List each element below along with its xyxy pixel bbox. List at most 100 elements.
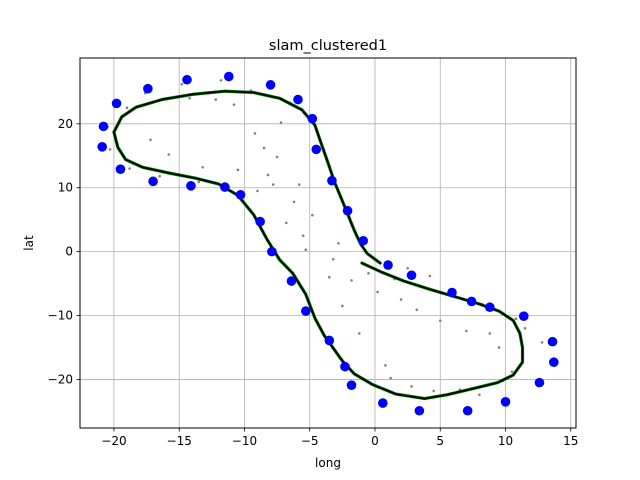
observation-point: [358, 332, 361, 335]
landmark-point: [485, 302, 495, 313]
observation-point: [341, 304, 344, 308]
observation-point: [284, 221, 288, 225]
landmark-point: [220, 182, 230, 192]
landmark-point: [518, 311, 529, 321]
observation-point: [328, 275, 331, 279]
landmark-point: [547, 336, 558, 347]
observation-point: [292, 200, 296, 204]
landmark-point: [301, 306, 311, 316]
observation-point: [158, 174, 161, 178]
observation-point: [236, 168, 240, 172]
x-axis-label: long: [315, 456, 341, 470]
x-axis-ticks: −20 −15 −10 −5 0 5 10 15: [101, 428, 578, 448]
landmark-point: [340, 361, 350, 372]
observation-point: [253, 132, 257, 135]
observation-point: [311, 213, 314, 217]
landmark-point: [383, 260, 393, 270]
observation-point: [465, 329, 468, 333]
observation-point: [376, 290, 379, 294]
landmark-point: [406, 270, 417, 281]
x-tick-label: −20: [101, 434, 126, 448]
y-tick-label: −20: [48, 372, 73, 386]
y-axis-ticks: −20 −10 0 10 20: [48, 117, 80, 386]
landmark-point: [307, 113, 318, 124]
landmark-point: [358, 235, 369, 246]
observation-point: [219, 79, 223, 82]
observation-points: [106, 79, 544, 397]
landmark-point: [293, 94, 303, 105]
observation-point: [266, 173, 270, 177]
observation-point: [399, 298, 403, 301]
observation-point: [367, 272, 370, 275]
observation-point: [488, 332, 492, 335]
landmark-point: [324, 335, 335, 346]
observation-point: [262, 146, 266, 150]
landmark-point: [342, 205, 353, 216]
observation-point: [297, 183, 301, 186]
observation-point: [438, 319, 442, 322]
chart-title: slam_clustered1: [269, 38, 387, 54]
x-tick-label: −5: [301, 434, 319, 448]
observation-point: [214, 98, 218, 101]
landmark-point: [286, 276, 297, 286]
landmark-point: [549, 357, 559, 367]
landmark-point: [311, 144, 322, 155]
observation-point: [149, 138, 152, 142]
landmark-point: [414, 405, 425, 416]
observation-point: [540, 341, 544, 344]
observation-point: [167, 153, 171, 156]
y-tick-label: −10: [48, 309, 73, 323]
landmark-point: [462, 405, 473, 416]
landmark-point: [466, 296, 477, 307]
landmark-point: [186, 181, 196, 191]
observation-point: [304, 248, 308, 252]
observation-point: [497, 346, 501, 349]
x-tick-label: 10: [498, 434, 513, 448]
landmark-point: [327, 175, 337, 186]
trajectory: [112, 89, 525, 401]
observation-point: [406, 266, 409, 270]
observation-point: [108, 148, 112, 151]
landmark-point: [115, 164, 126, 174]
landmark-points: [97, 71, 559, 416]
observation-point: [125, 106, 129, 110]
landmark-point: [378, 398, 388, 408]
y-tick-label: 0: [65, 245, 73, 259]
landmark-point: [224, 71, 234, 82]
landmark-point: [255, 216, 265, 227]
x-tick-label: 0: [371, 434, 379, 448]
landmark-point: [97, 142, 107, 152]
x-tick-label: −10: [232, 434, 257, 448]
observation-point: [275, 155, 279, 159]
landmark-point: [346, 380, 357, 390]
observation-point: [415, 308, 419, 312]
observation-point: [279, 121, 283, 124]
observation-point: [188, 96, 191, 100]
landmark-point: [143, 83, 153, 94]
landmark-point: [182, 74, 192, 85]
landmark-point: [534, 377, 545, 388]
observation-point: [128, 167, 131, 170]
x-tick-label: 5: [436, 434, 444, 448]
observation-point: [301, 234, 305, 237]
observation-point: [478, 393, 481, 397]
plot-frame: [79, 57, 577, 429]
y-tick-label: 20: [58, 117, 73, 131]
observation-point: [514, 317, 518, 321]
plot-background: [80, 58, 576, 428]
landmark-point: [148, 176, 158, 187]
observation-point: [510, 370, 514, 374]
x-tick-label: −15: [167, 434, 192, 448]
observation-point: [180, 82, 184, 86]
trajectory-path: [113, 90, 524, 400]
observation-point: [337, 242, 340, 245]
landmark-point: [235, 189, 246, 200]
observation-point: [428, 274, 432, 278]
grid-lines: [80, 58, 576, 428]
observation-point: [384, 364, 387, 367]
observation-point: [232, 103, 236, 106]
observation-point: [201, 165, 204, 169]
landmark-point: [267, 246, 277, 257]
observation-point: [197, 180, 201, 184]
